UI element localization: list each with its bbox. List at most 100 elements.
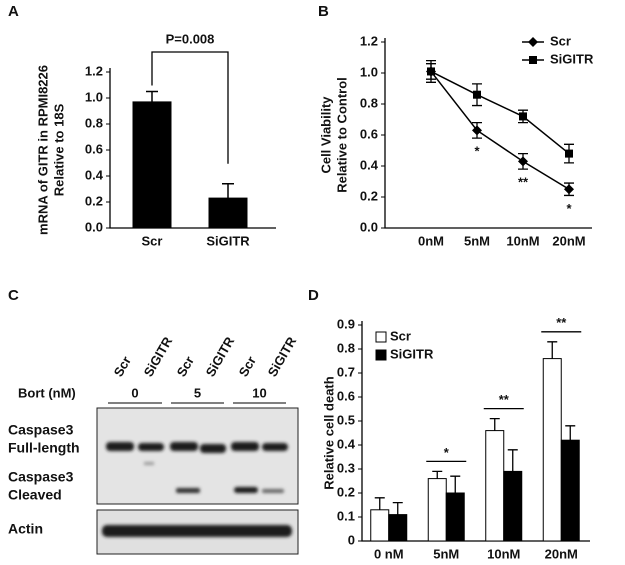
row-label: Full-length (8, 440, 80, 456)
dose-label: 10 (252, 385, 266, 400)
error-bar (450, 475, 461, 493)
error-bar (489, 417, 500, 431)
axis (384, 38, 592, 229)
bar (132, 101, 172, 229)
y-tick-label: 0.4 (85, 167, 104, 182)
x-tick-label: 10nM (487, 546, 520, 561)
x-tick-label: SiGITR (206, 233, 250, 248)
dose-label: 0 (131, 385, 138, 400)
error-bar (222, 183, 234, 199)
y-tick-label: 1.0 (85, 89, 103, 104)
annotation: ** (556, 315, 567, 330)
error-bar (432, 470, 443, 479)
bar (485, 430, 505, 542)
y-tick-label: 0.4 (337, 436, 356, 451)
annotation: ** (518, 175, 529, 190)
legend-label: Scr (550, 33, 571, 48)
marker (473, 90, 481, 99)
y-tick-label: 0.2 (337, 484, 355, 499)
x-tick-label: 0nM (418, 233, 444, 248)
marker (565, 149, 573, 158)
y-tick-label: 0.8 (337, 340, 355, 355)
y-tick-label: 0.6 (337, 388, 355, 403)
y-axis-label: Cell Viability (318, 96, 333, 174)
x-tick-label: 0 nM (374, 546, 404, 561)
error-bar (146, 90, 158, 102)
lane-label: Scr (174, 354, 197, 380)
legend-label: Scr (390, 328, 411, 343)
row-label: Cleaved (8, 487, 62, 503)
y-tick-label: 0.3 (337, 460, 355, 475)
bar (503, 470, 523, 542)
y-tick-label: 0.4 (360, 157, 379, 172)
bar (388, 514, 408, 542)
annotation: * (566, 201, 572, 216)
y-axis-label: Relative cell death (321, 376, 336, 489)
y-tick-label: 0 (348, 532, 355, 547)
significance-bracket (151, 51, 229, 164)
lane-label: SiGITR (203, 334, 238, 380)
error-bar (565, 425, 576, 441)
x-tick-label: 5nM (464, 233, 490, 248)
legend-label: SiGITR (550, 51, 594, 66)
x-tick-label: 10nM (506, 233, 539, 248)
x-tick-label: 20nM (545, 546, 578, 561)
error-bar (374, 497, 385, 510)
legend-marker (529, 56, 537, 64)
y-tick-label: 0.2 (360, 188, 378, 203)
y-tick-label: 0.8 (360, 95, 378, 110)
y-tick-label: 1.2 (360, 33, 378, 48)
error-bar (392, 501, 403, 515)
blot-bands (102, 442, 292, 537)
line (430, 70, 570, 190)
y-tick-label: 0.8 (85, 115, 103, 130)
error-bar (507, 449, 518, 472)
y-tick-label: 0.9 (337, 316, 355, 331)
y-tick-label: 0.1 (337, 508, 355, 523)
y-tick-label: 0.6 (85, 141, 103, 156)
lane-label: SiGITR (141, 334, 176, 380)
y-axis-label: Relative to Control (334, 77, 349, 193)
panel-label: A (8, 3, 19, 20)
annotation: * (444, 445, 450, 460)
y-tick-label: 0.2 (85, 193, 103, 208)
y-tick-label: 0.5 (337, 412, 355, 427)
dose-label: 5 (194, 385, 201, 400)
y-tick-label: 0.0 (85, 219, 103, 234)
marker (427, 67, 435, 76)
y-tick-label: 0.7 (337, 364, 355, 379)
marker (472, 125, 482, 136)
x-tick-label: Scr (142, 233, 163, 248)
y-axis-label: mRNA of GITR in RPMI8226 (35, 65, 50, 235)
y-tick-label: 0.6 (360, 126, 378, 141)
marker (518, 156, 528, 167)
y-tick-label: 0.0 (360, 219, 378, 234)
bar (208, 197, 248, 229)
marker (564, 184, 574, 195)
y-tick-label: 1.0 (360, 64, 378, 79)
lane-label: Scr (111, 354, 134, 380)
legend-swatch (375, 331, 387, 343)
panel-label: C (8, 287, 19, 304)
bar (445, 492, 465, 542)
western-blot (96, 407, 299, 555)
bar (560, 439, 580, 542)
y-tick-label: 1.2 (85, 63, 103, 78)
legend-swatch (375, 349, 387, 361)
lane-label: SiGITR (265, 334, 300, 380)
row-label: Actin (8, 521, 43, 537)
annotation: * (474, 144, 480, 159)
y-axis-label: Relative to 18S (51, 103, 66, 196)
x-tick-label: 20nM (552, 233, 585, 248)
x-tick-label: 5nM (433, 546, 459, 561)
marker (519, 112, 527, 121)
legend-label: SiGITR (390, 346, 434, 361)
panel-label: B (318, 3, 329, 20)
legend-marker (528, 37, 538, 47)
bar (427, 478, 447, 542)
annotation: P=0.008 (166, 31, 215, 46)
panel-label: D (308, 287, 319, 304)
row-label: Caspase3 (8, 469, 74, 485)
lane-label: Scr (236, 354, 259, 380)
